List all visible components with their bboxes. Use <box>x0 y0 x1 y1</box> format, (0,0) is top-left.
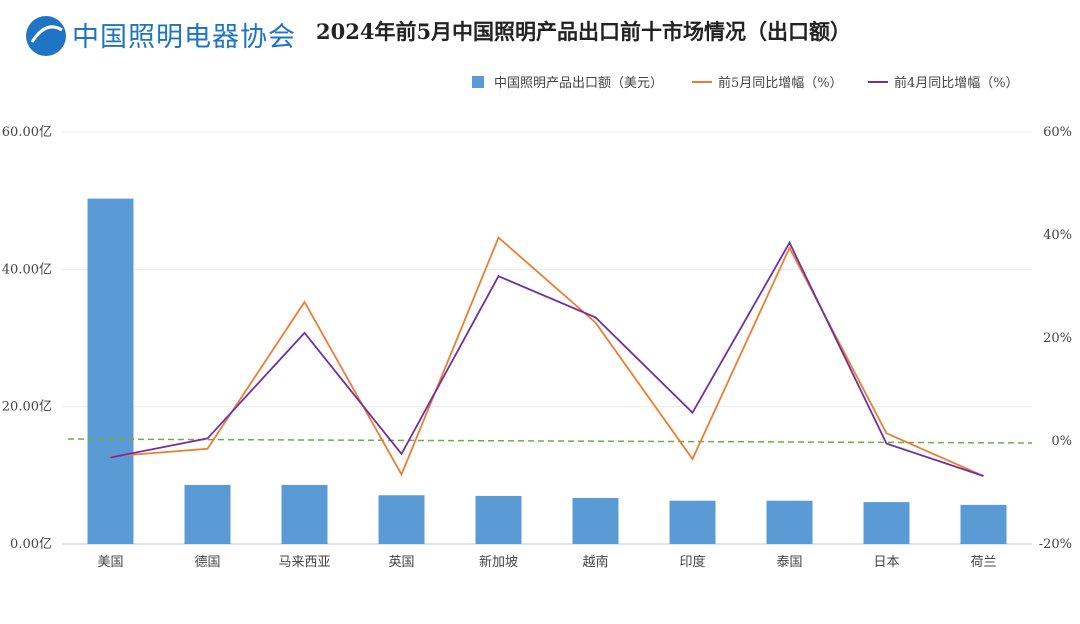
right-tick-label: 20% <box>1043 331 1072 346</box>
zero-reference-line <box>67 438 1033 444</box>
category-label: 德国 <box>194 555 220 570</box>
category-label: 日本 <box>873 555 899 570</box>
bar-6 <box>572 497 619 544</box>
category-label: 越南 <box>582 554 608 570</box>
category-label: 印度 <box>679 554 705 570</box>
bar-10 <box>960 504 1007 544</box>
legend-label: 中国照明产品出口额（美元） <box>494 76 663 91</box>
bar-2 <box>184 484 231 544</box>
series-line-1 <box>110 236 984 477</box>
category-label: 英国 <box>388 555 414 570</box>
chart-title: 2024年前5月中国照明产品出口前十市场情况（出口额） <box>316 19 852 44</box>
right-tick-label: -20% <box>1039 537 1072 552</box>
series-line-2 <box>110 240 984 477</box>
cali-logo <box>26 16 66 56</box>
legend-label: 前4月同比增幅（%） <box>894 75 1019 91</box>
right-tick-label: 40% <box>1043 228 1072 243</box>
category-label: 美国 <box>97 555 123 570</box>
category-label: 荷兰 <box>970 555 996 570</box>
right-tick-label: 0% <box>1051 434 1072 449</box>
category-label: 马来西亚 <box>278 555 330 570</box>
bar-5 <box>475 495 522 544</box>
left-tick-label: 60.00亿 <box>2 125 52 140</box>
bar-3 <box>281 484 328 544</box>
left-tick-label: 0.00亿 <box>10 537 52 552</box>
category-label: 泰国 <box>776 555 802 570</box>
category-label: 新加坡 <box>479 554 518 570</box>
left-tick-label: 40.00亿 <box>2 262 52 277</box>
right-tick-label: 60% <box>1043 125 1072 140</box>
bar-9 <box>863 502 910 544</box>
bar-7 <box>669 500 716 544</box>
left-tick-label: 20.00亿 <box>2 400 52 415</box>
bar-1 <box>87 198 134 544</box>
legend-label: 前5月同比增幅（%） <box>718 75 843 91</box>
bar-8 <box>766 500 813 544</box>
logo-text: 中国照明电器协会 <box>72 22 296 53</box>
bar-4 <box>378 495 425 544</box>
legend-swatch-bar <box>472 76 484 88</box>
